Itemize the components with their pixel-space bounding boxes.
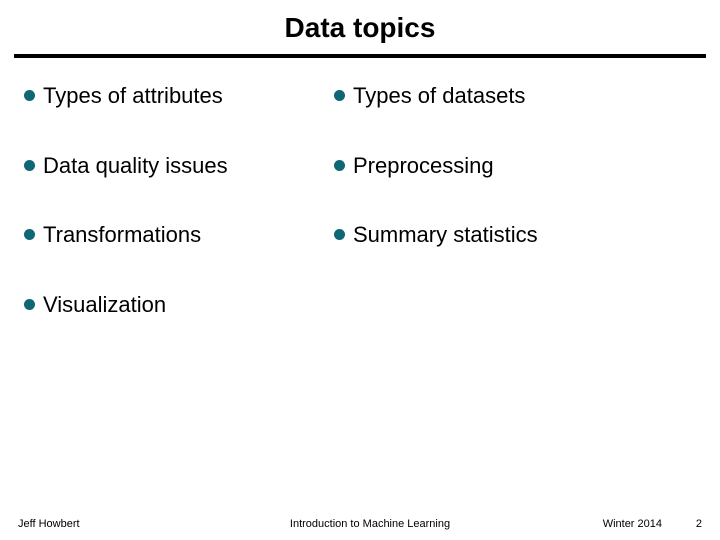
topic-cell-right: Summary statistics: [334, 221, 696, 249]
topic-row: Data quality issues Preprocessing: [24, 152, 696, 180]
bullet-icon: [24, 229, 35, 240]
topic-text: Preprocessing: [353, 152, 494, 180]
topic-text: Summary statistics: [353, 221, 538, 249]
topic-cell-left: Transformations: [24, 221, 334, 249]
bullet-icon: [334, 90, 345, 101]
topic-cell-left: Data quality issues: [24, 152, 334, 180]
bullet-icon: [24, 160, 35, 171]
slide-title: Data topics: [0, 0, 720, 54]
footer-page: 2: [662, 518, 702, 530]
topic-text: Types of datasets: [353, 82, 525, 110]
topic-row: Types of attributes Types of datasets: [24, 82, 696, 110]
topic-cell-left: Visualization: [24, 291, 334, 319]
topic-cell-right: Preprocessing: [334, 152, 696, 180]
footer-course: Introduction to Machine Learning: [218, 518, 522, 530]
topic-cell-left: Types of attributes: [24, 82, 334, 110]
title-rule: [14, 54, 706, 58]
topic-row: Visualization: [24, 291, 696, 319]
bullet-icon: [24, 90, 35, 101]
slide-footer: Jeff Howbert Introduction to Machine Lea…: [0, 518, 720, 530]
topic-text: Data quality issues: [43, 152, 228, 180]
slide-body: Types of attributes Types of datasets Da…: [0, 82, 720, 318]
footer-term: Winter 2014: [522, 518, 662, 530]
bullet-icon: [334, 229, 345, 240]
topic-text: Visualization: [43, 291, 166, 319]
topic-cell-right: Types of datasets: [334, 82, 696, 110]
topic-row: Transformations Summary statistics: [24, 221, 696, 249]
topic-text: Types of attributes: [43, 82, 223, 110]
topic-text: Transformations: [43, 221, 201, 249]
bullet-icon: [334, 160, 345, 171]
footer-author: Jeff Howbert: [18, 518, 218, 530]
bullet-icon: [24, 299, 35, 310]
